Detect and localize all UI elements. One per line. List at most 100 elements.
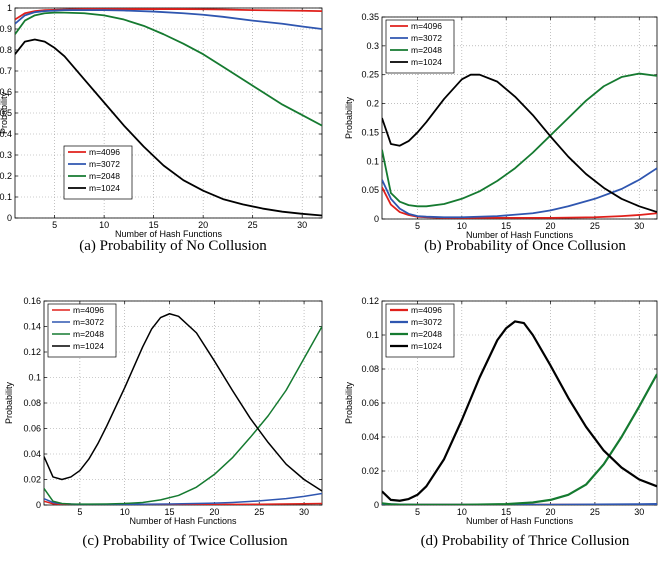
- y-tick-label: 0.02: [23, 475, 41, 485]
- x-tick-label: 20: [209, 507, 219, 517]
- y-tick-label: 0.6: [0, 87, 12, 97]
- legend-entry-label: m=3072: [89, 159, 120, 169]
- legend-entry-label: m=3072: [73, 317, 104, 327]
- legend: m=4096 m=3072 m=2048 m=1024: [385, 19, 455, 74]
- x-tick-label: 10: [120, 507, 130, 517]
- figure-caption: (a) Probability of No Collusion: [79, 238, 267, 254]
- y-tick-label: 1: [7, 3, 12, 13]
- y-tick-label: 0.12: [23, 347, 41, 357]
- legend-entry-label: m=4096: [411, 21, 442, 31]
- figure-caption: (b) Probability of Once Collusion: [424, 238, 626, 254]
- legend: m=4096 m=3072 m=2048 m=1024: [385, 303, 455, 358]
- legend-entry-label: m=2048: [411, 45, 442, 55]
- series-line-m=2048: [382, 373, 657, 505]
- y-tick-label: 0: [36, 500, 41, 510]
- y-tick-label: 0.1: [0, 192, 12, 202]
- series-line-m=1024: [382, 320, 657, 502]
- legend: m=4096 m=3072 m=2048 m=1024: [63, 145, 133, 200]
- chart-panel-2: 5 10 15 20 25 30 0 0.02 0.04 0.06 0.08 0.1 0.12 0.14 0…: [4, 296, 323, 549]
- series-line-m=1024: [15, 38, 322, 217]
- y-tick-label: 0.9: [0, 24, 12, 34]
- x-tick-label: 10: [457, 221, 467, 231]
- y-tick-label: 0.5: [0, 108, 12, 118]
- y-tick-label: 0.3: [0, 150, 12, 160]
- x-tick-label: 25: [590, 221, 600, 231]
- x-tick-label: 5: [415, 507, 420, 517]
- x-axis-label: Number of Hash Functions: [115, 229, 223, 239]
- y-tick-label: 0: [7, 213, 12, 223]
- y-tick-label: 0.35: [361, 12, 379, 22]
- series-line-m=2048: [44, 326, 322, 505]
- y-tick-label: 0.1: [28, 373, 41, 383]
- y-tick-label: 0.8: [0, 45, 12, 55]
- x-tick-label: 15: [165, 507, 175, 517]
- x-axis-label: Number of Hash Functions: [129, 516, 237, 526]
- legend-entry-label: m=1024: [411, 341, 442, 351]
- figure-caption: (c) Probability of Twice Collusion: [82, 533, 288, 549]
- legend-entry-label: m=2048: [411, 329, 442, 339]
- y-tick-label: 0.12: [361, 296, 379, 306]
- legend-box: [385, 19, 455, 74]
- y-tick-label: 0.7: [0, 66, 12, 76]
- x-tick-label: 10: [99, 220, 109, 230]
- series-line-m=2048: [382, 72, 657, 208]
- x-tick-label: 15: [149, 220, 159, 230]
- y-tick-label: 0.04: [23, 449, 41, 459]
- x-tick-label: 5: [77, 507, 82, 517]
- x-tick-label: 20: [546, 507, 556, 517]
- series-line-m=1024: [382, 73, 657, 213]
- x-tick-label: 15: [501, 507, 511, 517]
- x-tick-label: 30: [634, 507, 644, 517]
- y-axis-label: Probability: [4, 381, 14, 424]
- legend-entry-label: m=4096: [73, 305, 104, 315]
- y-axis-label: Probability: [0, 91, 9, 134]
- figure-caption: (d) Probability of Thrice Collusion: [421, 533, 630, 549]
- legend-entry-label: m=1024: [89, 183, 120, 193]
- y-tick-label: 0.08: [361, 364, 379, 374]
- y-tick-label: 0.02: [361, 466, 379, 476]
- x-tick-label: 10: [457, 507, 467, 517]
- legend-entry-label: m=2048: [73, 329, 104, 339]
- series-line-m=3072: [44, 492, 322, 505]
- x-tick-label: 30: [634, 221, 644, 231]
- x-tick-label: 30: [299, 507, 309, 517]
- series-line-m=4096: [15, 8, 322, 21]
- y-tick-label: 0.3: [366, 41, 379, 51]
- x-axis-label: Number of Hash Functions: [466, 230, 574, 240]
- legend-box: [63, 145, 133, 200]
- y-tick-label: 0: [374, 500, 379, 510]
- series-line-m=2048: [15, 11, 322, 127]
- y-tick-label: 0.16: [23, 296, 41, 306]
- legend-entry-label: m=1024: [411, 57, 442, 67]
- series-line-m=1024: [44, 313, 322, 492]
- x-tick-label: 20: [546, 221, 556, 231]
- series-line-m=3072: [15, 9, 322, 30]
- legend-entry-label: m=3072: [411, 317, 442, 327]
- legend-box: [385, 303, 455, 358]
- x-tick-label: 25: [590, 507, 600, 517]
- y-tick-label: 0.15: [361, 127, 379, 137]
- y-tick-label: 0.4: [0, 129, 12, 139]
- y-tick-label: 0.2: [366, 99, 379, 109]
- y-tick-label: 0.14: [23, 322, 41, 332]
- y-tick-label: 0.1: [366, 330, 379, 340]
- legend-entry-label: m=1024: [73, 341, 104, 351]
- y-tick-label: 0: [374, 214, 379, 224]
- legend-box: [47, 303, 117, 358]
- legend-entry-label: m=4096: [89, 147, 120, 157]
- series-line-m=3072: [382, 167, 657, 219]
- y-tick-label: 0.06: [23, 424, 41, 434]
- x-tick-label: 5: [52, 220, 57, 230]
- y-tick-label: 0.1: [366, 156, 379, 166]
- y-tick-label: 0.08: [23, 398, 41, 408]
- chart-panel-3: 5 10 15 20 25 30 0 0.02 0.04 0.06 0.08 0.1 0.12 Numbe…: [344, 296, 658, 549]
- legend-entry-label: m=4096: [411, 305, 442, 315]
- y-axis-label: Probability: [344, 96, 354, 139]
- legend-entry-label: m=3072: [411, 33, 442, 43]
- legend: m=4096 m=3072 m=2048 m=1024: [47, 303, 117, 358]
- y-tick-label: 0.06: [361, 398, 379, 408]
- chart-panel-1: 5 10 15 20 25 30 0 0.05 0.1 0.15 0.2 0.25 0.3 0.35 Num…: [344, 12, 658, 254]
- y-axis-label: Probability: [344, 381, 354, 424]
- x-tick-label: 15: [501, 221, 511, 231]
